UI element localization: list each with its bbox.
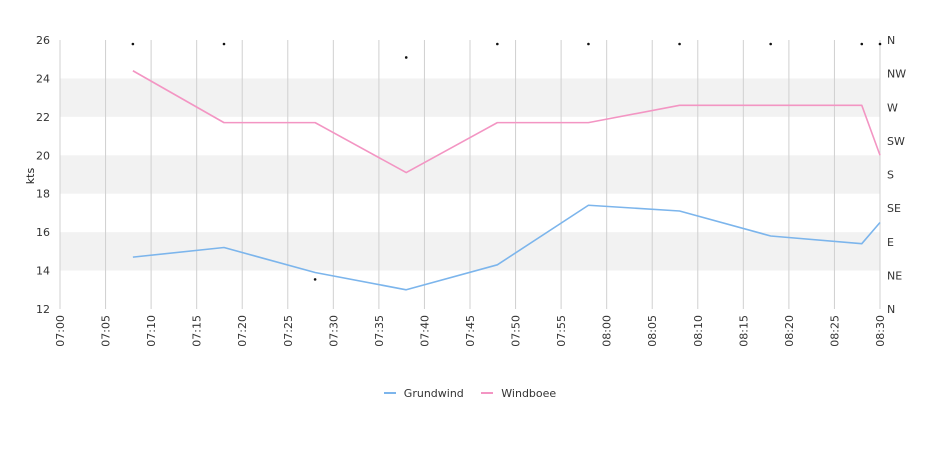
direction-marker — [769, 42, 772, 46]
y-tick-label: 16 — [36, 226, 50, 239]
legend-item-windboee[interactable]: Windboee — [481, 387, 556, 400]
x-tick-label: 07:10 — [145, 315, 158, 347]
x-tick-label: 07:05 — [100, 315, 113, 347]
y-tick-label: 18 — [36, 188, 50, 201]
y-tick-labels: 12 14 16 18 20 22 24 26 — [36, 34, 50, 316]
y-tick-label: 12 — [36, 303, 50, 316]
x-tick-label: 07:55 — [555, 315, 568, 347]
y2-tick-label: SW — [887, 135, 905, 148]
y-tick-label: 20 — [36, 149, 50, 162]
direction-marker — [131, 42, 135, 46]
x-tick-label: 07:15 — [191, 315, 204, 347]
x-tick-label: 08:30 — [874, 315, 887, 347]
y2-tick-label: N — [887, 34, 895, 47]
direction-marker — [587, 42, 590, 46]
y2-tick-label: W — [887, 101, 898, 114]
direction-markers — [131, 42, 882, 281]
legend-label-windboee: Windboee — [501, 386, 557, 400]
x-tick-label: 07:30 — [327, 315, 340, 347]
y-tick-label: 26 — [36, 34, 50, 47]
x-tick-label: 07:40 — [418, 315, 431, 347]
direction-marker — [860, 42, 864, 46]
y2-tick-label: N — [887, 303, 895, 316]
y2-tick-label: S — [887, 169, 894, 182]
y2-tick-label: NW — [887, 68, 906, 81]
x-tick-labels: 07:00 07:05 07:10 07:15 07:20 07:25 07:30 07:35… — [54, 315, 887, 347]
direction-marker — [878, 42, 882, 46]
x-tick-label: 07:25 — [282, 315, 295, 347]
x-tick-label: 07:00 — [54, 315, 67, 347]
y-axis-label: kts — [24, 168, 37, 185]
x-tick-label: 08:15 — [737, 315, 750, 347]
direction-marker — [496, 42, 499, 46]
legend: Grundwind Windboee — [0, 384, 940, 400]
x-tick-label: 08:25 — [828, 315, 841, 347]
legend-swatch-grundwind — [383, 392, 396, 394]
y2-tick-label: NE — [887, 269, 902, 282]
x-tick-label: 08:05 — [646, 315, 659, 347]
x-tick-label: 07:35 — [373, 315, 386, 347]
x-gridlines — [59, 40, 881, 309]
x-tick-label: 07:20 — [236, 315, 249, 347]
y2-tick-label: E — [887, 236, 894, 249]
direction-marker — [678, 42, 681, 46]
legend-swatch-windboee — [481, 392, 494, 394]
direction-marker — [313, 278, 317, 281]
y-tick-label: 24 — [36, 72, 50, 85]
series-line-grundwind — [132, 204, 881, 291]
series-line-windboee — [132, 70, 881, 174]
y-tick-label: 14 — [36, 265, 50, 278]
legend-item-grundwind[interactable]: Grundwind — [383, 386, 464, 400]
direction-marker — [222, 42, 226, 46]
y-tick-label: 22 — [36, 111, 50, 124]
direction-marker — [404, 56, 408, 59]
legend-label-grundwind: Grundwind — [403, 386, 464, 400]
x-tick-label: 07:45 — [464, 315, 477, 347]
series-lines — [132, 70, 881, 291]
y2-tick-labels: N NE E SE S SW W NW N — [887, 34, 906, 316]
x-tick-label: 08:00 — [601, 315, 614, 347]
x-tick-label: 08:20 — [783, 315, 796, 347]
y2-tick-label: SE — [887, 202, 901, 215]
x-tick-label: 08:10 — [692, 315, 705, 347]
x-tick-label: 07:50 — [510, 315, 523, 347]
